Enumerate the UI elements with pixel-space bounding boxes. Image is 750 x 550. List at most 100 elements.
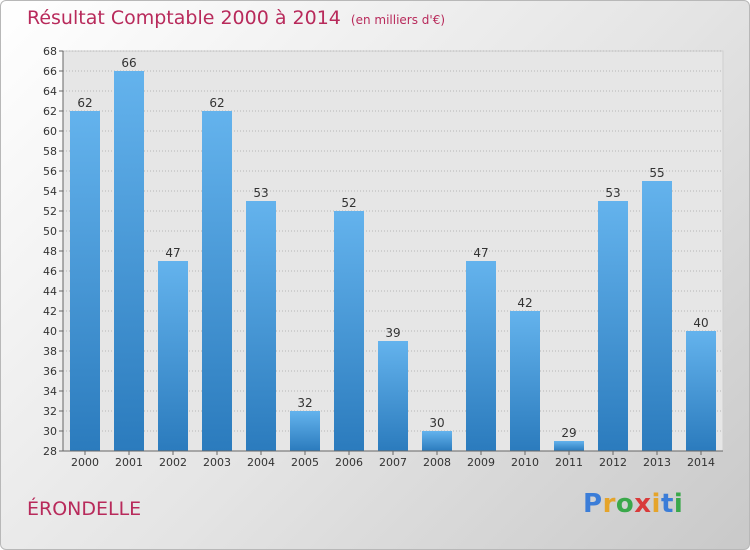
y-tick: 32	[43, 405, 63, 418]
y-tick-label: 30	[43, 425, 57, 438]
y-tick-label: 54	[43, 185, 57, 198]
bar	[334, 211, 364, 451]
y-tick-label: 46	[43, 265, 57, 278]
x-tick-label: 2010	[511, 456, 539, 469]
bars: 62 66 47 62 53 32 52 39 30 47 42 29 53 55 40	[70, 56, 716, 451]
y-tick: 66	[43, 65, 63, 78]
y-tick-label: 60	[43, 125, 57, 138]
bar	[686, 331, 716, 451]
bar-value-label: 42	[517, 296, 532, 310]
y-tick: 42	[43, 305, 63, 318]
bar-value-label: 47	[165, 246, 180, 260]
bar-value-label: 52	[341, 196, 356, 210]
x-tick-label: 2012	[599, 456, 627, 469]
y-tick-label: 68	[43, 45, 57, 58]
bar	[510, 311, 540, 451]
bar	[598, 201, 628, 451]
x-tick-label: 2001	[115, 456, 143, 469]
logo-letter: P	[583, 489, 603, 519]
bar	[290, 411, 320, 451]
y-tick-label: 44	[43, 285, 57, 298]
y-tick: 56	[43, 165, 63, 178]
logo-letter: o	[615, 489, 635, 519]
bar-value-label: 30	[429, 416, 444, 430]
x-axis: 2000 2001 2002 2003 2004 2005 2006 2007 2008 2009…	[63, 450, 723, 469]
bar-value-label: 32	[297, 396, 312, 410]
bar-value-label: 62	[77, 96, 92, 110]
chart-header: Résultat Comptable 2000 à 2014 (en millie…	[27, 7, 445, 29]
y-tick-label: 48	[43, 245, 57, 258]
y-tick-label: 42	[43, 305, 57, 318]
bar	[378, 341, 408, 451]
bar	[246, 201, 276, 451]
y-tick: 54	[43, 185, 63, 198]
y-tick-label: 52	[43, 205, 57, 218]
y-tick: 50	[43, 225, 63, 238]
y-tick: 58	[43, 145, 63, 158]
x-tick-label: 2014	[687, 456, 715, 469]
y-tick-label: 34	[43, 385, 57, 398]
logo-letter: i	[651, 489, 661, 519]
y-tick: 52	[43, 205, 63, 218]
y-tick: 28	[43, 445, 63, 458]
x-tick-label: 2011	[555, 456, 583, 469]
chart-subtitle: (en milliers d'€)	[350, 13, 446, 27]
y-tick-label: 32	[43, 405, 57, 418]
y-tick: 30	[43, 425, 63, 438]
x-tick-label: 2007	[379, 456, 407, 469]
bar	[554, 441, 584, 451]
y-tick: 46	[43, 265, 63, 278]
y-tick-label: 38	[43, 345, 57, 358]
x-tick-label: 2000	[71, 456, 99, 469]
y-tick: 36	[43, 365, 63, 378]
bar	[422, 431, 452, 451]
y-tick-label: 58	[43, 145, 57, 158]
y-tick: 44	[43, 285, 63, 298]
bar-value-label: 66	[121, 56, 136, 70]
bar-value-label: 40	[693, 316, 708, 330]
y-tick: 60	[43, 125, 63, 138]
x-tick-label: 2008	[423, 456, 451, 469]
bar	[114, 71, 144, 451]
y-tick: 64	[43, 85, 63, 98]
place-name: ÉRONDELLE	[27, 498, 142, 520]
bar-value-label: 47	[473, 246, 488, 260]
y-tick: 34	[43, 385, 63, 398]
logo-letter: i	[673, 489, 684, 519]
bar	[70, 111, 100, 451]
y-tick: 68	[43, 45, 63, 58]
y-tick-label: 28	[43, 445, 57, 458]
y-tick: 38	[43, 345, 63, 358]
y-tick: 40	[43, 325, 63, 338]
bar	[466, 261, 496, 451]
x-tick-label: 2009	[467, 456, 495, 469]
proxiti-logo: Proxiti	[583, 489, 683, 519]
bar-value-label: 55	[649, 166, 664, 180]
bar-value-label: 62	[209, 96, 224, 110]
y-tick-label: 56	[43, 165, 57, 178]
y-tick-label: 62	[43, 105, 57, 118]
y-tick-label: 36	[43, 365, 57, 378]
bar	[202, 111, 232, 451]
y-tick-label: 40	[43, 325, 57, 338]
y-axis: 28 30 32 34 36 38 40 42 44 46 48 50 52 54 56 58 60 62 64 66…	[43, 45, 64, 458]
bar-value-label: 29	[561, 426, 576, 440]
logo-letter: t	[660, 489, 674, 519]
logo-letter: x	[634, 489, 652, 519]
bar	[158, 261, 188, 451]
y-tick-label: 64	[43, 85, 57, 98]
bar	[642, 181, 672, 451]
bar-value-label: 39	[385, 326, 400, 340]
logo-letter: r	[602, 489, 616, 519]
x-tick-label: 2003	[203, 456, 231, 469]
x-tick-label: 2013	[643, 456, 671, 469]
y-tick: 48	[43, 245, 63, 258]
y-tick-label: 66	[43, 65, 57, 78]
bar-value-label: 53	[253, 186, 268, 200]
x-tick-label: 2004	[247, 456, 275, 469]
x-tick-label: 2005	[291, 456, 319, 469]
y-tick: 62	[43, 105, 63, 118]
y-tick-label: 50	[43, 225, 57, 238]
